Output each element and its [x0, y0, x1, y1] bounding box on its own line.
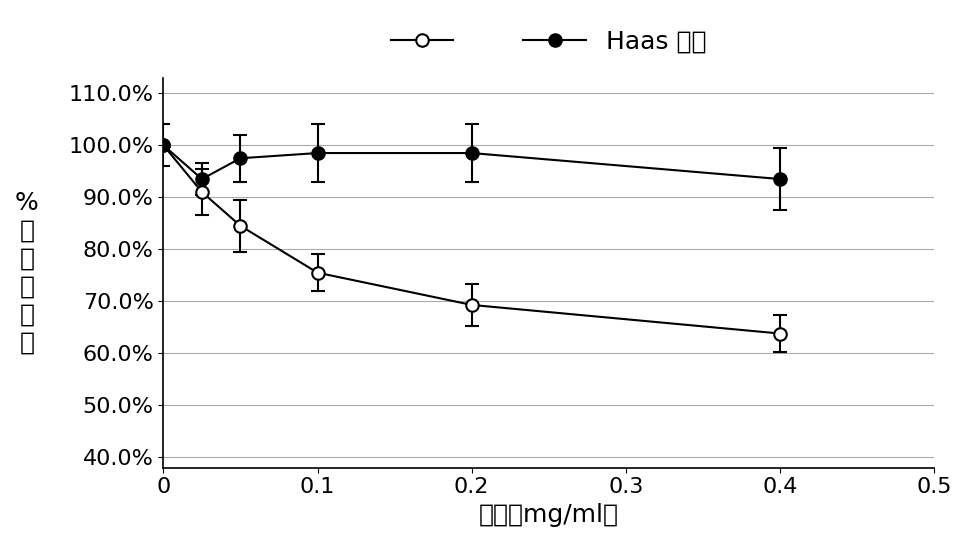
Y-axis label: %
胆
固
醇
释
放: % 胆 固 醇 释 放: [15, 191, 39, 354]
Legend: , Haas 果实: , Haas 果实: [381, 20, 716, 64]
X-axis label: 浓度（mg/ml）: 浓度（mg/ml）: [478, 503, 618, 527]
